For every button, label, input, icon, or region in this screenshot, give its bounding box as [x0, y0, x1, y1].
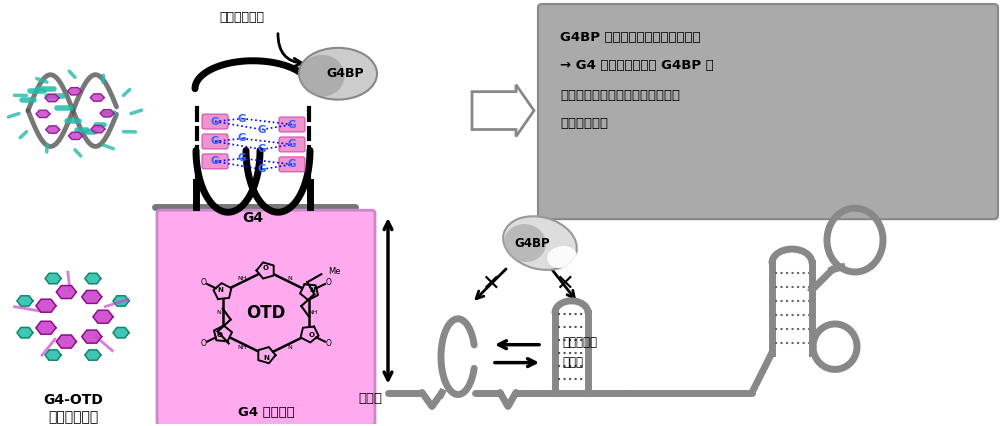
Polygon shape: [45, 95, 59, 102]
Polygon shape: [301, 327, 319, 343]
Polygon shape: [68, 88, 82, 95]
Text: G: G: [238, 114, 246, 124]
Text: ✕: ✕: [555, 274, 573, 294]
Polygon shape: [56, 285, 76, 299]
Text: G: G: [258, 144, 266, 155]
Polygon shape: [256, 262, 274, 279]
Text: NH: NH: [237, 276, 247, 281]
Text: 一本鎖: 一本鎖: [358, 392, 382, 405]
Polygon shape: [17, 328, 33, 338]
Polygon shape: [82, 330, 102, 343]
Text: N: N: [263, 355, 269, 361]
Text: G: G: [238, 153, 246, 164]
Text: O: O: [201, 339, 207, 348]
Polygon shape: [17, 296, 33, 306]
Text: G: G: [288, 159, 296, 170]
Text: （部分的）: （部分的）: [562, 336, 597, 349]
FancyBboxPatch shape: [202, 114, 228, 129]
Text: O: O: [309, 332, 315, 338]
Text: OTD: OTD: [246, 304, 286, 322]
Text: N: N: [288, 345, 292, 350]
Text: O: O: [217, 332, 223, 338]
FancyBboxPatch shape: [279, 157, 305, 172]
Polygon shape: [56, 335, 76, 348]
Text: G4BP: G4BP: [326, 67, 364, 80]
Text: 相互作用状態: 相互作用状態: [48, 410, 98, 424]
Ellipse shape: [503, 216, 577, 270]
Ellipse shape: [547, 246, 577, 268]
Polygon shape: [46, 126, 60, 133]
FancyBboxPatch shape: [279, 137, 305, 152]
Polygon shape: [85, 273, 101, 284]
Text: G4BP: G4BP: [514, 236, 550, 250]
Text: O: O: [263, 265, 269, 271]
Polygon shape: [85, 350, 101, 360]
FancyBboxPatch shape: [538, 4, 998, 219]
FancyArrow shape: [472, 85, 534, 136]
Text: G: G: [258, 164, 266, 174]
Text: G4-OTD: G4-OTD: [43, 394, 103, 408]
Polygon shape: [214, 325, 232, 341]
Polygon shape: [100, 109, 114, 117]
Text: G: G: [288, 120, 296, 130]
Polygon shape: [36, 110, 50, 118]
Text: N: N: [288, 276, 292, 281]
Text: G: G: [211, 136, 219, 147]
Polygon shape: [300, 284, 318, 300]
Polygon shape: [93, 310, 113, 323]
Polygon shape: [45, 350, 61, 360]
Polygon shape: [213, 283, 231, 299]
Text: O: O: [325, 278, 331, 287]
Text: N: N: [309, 287, 315, 293]
Text: G4 リガンド: G4 リガンド: [238, 406, 294, 419]
Polygon shape: [91, 126, 105, 133]
Polygon shape: [45, 273, 61, 284]
FancyBboxPatch shape: [157, 210, 375, 426]
FancyBboxPatch shape: [202, 134, 228, 149]
Text: G: G: [288, 139, 296, 150]
Text: ✕: ✕: [481, 274, 499, 294]
Text: NH: NH: [237, 345, 247, 350]
Polygon shape: [68, 132, 82, 139]
Text: N: N: [217, 287, 223, 293]
Ellipse shape: [504, 224, 546, 262]
Text: G: G: [258, 124, 266, 135]
Polygon shape: [113, 328, 129, 338]
FancyBboxPatch shape: [279, 117, 305, 132]
Polygon shape: [82, 291, 102, 303]
Text: → G4 を反応場にして G4BP を: → G4 を反応場にして G4BP を: [560, 59, 714, 72]
Text: G: G: [238, 133, 246, 144]
Text: ユビキチン化: ユビキチン化: [220, 12, 264, 24]
Text: 二本鎖: 二本鎖: [562, 356, 583, 369]
Polygon shape: [36, 299, 56, 312]
Ellipse shape: [299, 48, 377, 100]
Polygon shape: [90, 94, 104, 101]
Polygon shape: [36, 321, 56, 334]
Text: G4BP の機能には不明な点が多い: G4BP の機能には不明な点が多い: [560, 32, 701, 44]
FancyBboxPatch shape: [202, 154, 228, 169]
Text: N: N: [216, 310, 221, 315]
Text: Me: Me: [328, 267, 341, 276]
Text: O: O: [201, 278, 207, 287]
Polygon shape: [113, 296, 129, 306]
Text: G: G: [211, 156, 219, 167]
Text: O: O: [325, 339, 331, 348]
Text: G4: G4: [242, 211, 264, 225]
Ellipse shape: [300, 55, 344, 97]
Polygon shape: [258, 347, 276, 363]
Text: G: G: [211, 117, 219, 127]
Text: へと応用する: へと応用する: [560, 117, 608, 130]
Text: NH: NH: [309, 310, 318, 315]
Text: ユビキチン化するケミカルツール: ユビキチン化するケミカルツール: [560, 89, 680, 102]
